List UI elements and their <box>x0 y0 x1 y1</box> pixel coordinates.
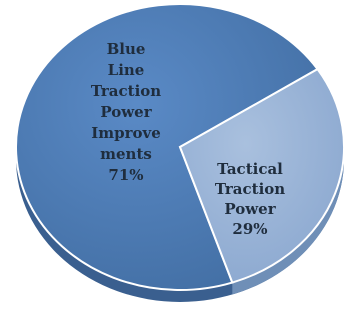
pie-label-blue-line-traction-power-improvements: Blue Line Traction Power Improve ments 71% <box>91 40 161 184</box>
pie-top-layer <box>15 3 345 291</box>
pie-labels-layer: Blue Line Traction Power Improve ments 71% Tact… <box>91 40 285 238</box>
pie-slice-tactical-traction-power <box>178 67 345 284</box>
pie-slice-blue-line-traction-power-improvements <box>15 3 320 291</box>
pie-label-tactical-traction-power: Tactical Traction Power 29% <box>215 160 285 238</box>
